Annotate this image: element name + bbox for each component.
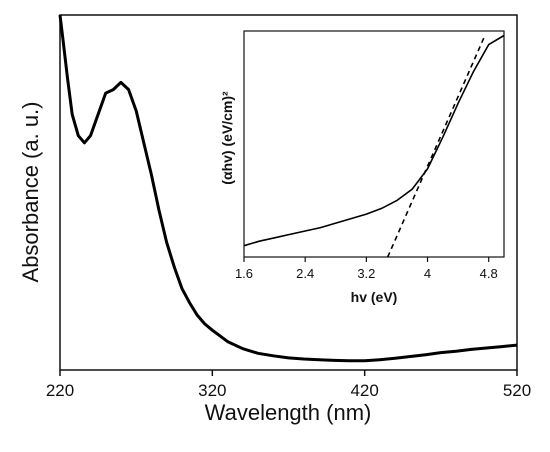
inset-background [243, 30, 505, 258]
main-xlabel: Wavelength (nm) [205, 400, 372, 425]
main-x-tick-label: 320 [198, 381, 226, 400]
main-x-tick-label: 520 [503, 381, 531, 400]
tauc-curve [243, 34, 505, 247]
inset-x-tick-label: 4.8 [480, 266, 498, 281]
main-x-tick-label: 220 [46, 381, 74, 400]
inset-ylabel: (αhv) (eV/cm)² [219, 91, 235, 185]
main-x-tick-label: 420 [350, 381, 378, 400]
inset-x-tick-label: 1.6 [235, 266, 253, 281]
inset-x-tick-label: 2.4 [296, 266, 314, 281]
inset-x-tick-label: 4 [424, 266, 431, 281]
absorbance-curve [58, 14, 518, 363]
main-ylabel: Absorbance (a. u.) [18, 102, 43, 283]
inset-x-tick-label: 3.2 [357, 266, 375, 281]
tauc-fit-line [386, 35, 486, 258]
inset-xlabel: hv (eV) [351, 289, 398, 305]
main-plot-frame [59, 14, 518, 371]
